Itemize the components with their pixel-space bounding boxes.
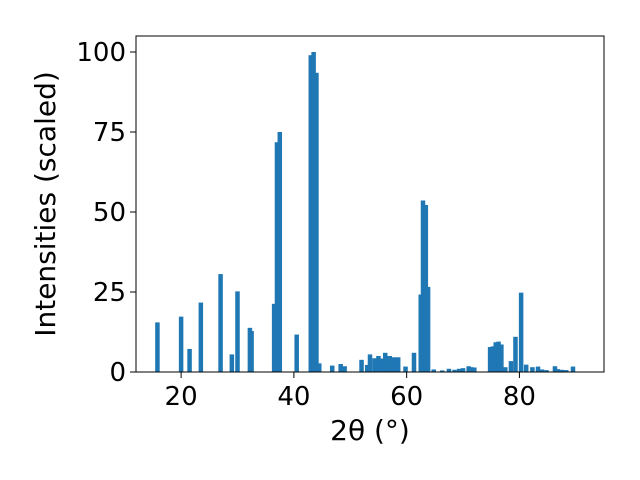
bar bbox=[496, 341, 501, 372]
bar bbox=[523, 364, 529, 372]
bar bbox=[372, 358, 377, 372]
bar bbox=[271, 303, 277, 372]
bar bbox=[499, 344, 504, 372]
bar bbox=[198, 302, 204, 372]
bar bbox=[155, 322, 160, 372]
bar bbox=[277, 132, 283, 372]
bar bbox=[493, 342, 498, 372]
bar bbox=[530, 367, 535, 372]
bar bbox=[425, 286, 431, 372]
bar bbox=[487, 347, 493, 372]
x-tick-label: 60 bbox=[390, 382, 423, 412]
bar bbox=[249, 331, 254, 372]
bar bbox=[513, 336, 518, 372]
bar bbox=[552, 366, 558, 372]
plot-frame bbox=[135, 35, 605, 373]
bar bbox=[431, 369, 436, 372]
bar bbox=[308, 55, 314, 372]
bars-group bbox=[155, 52, 576, 373]
y-axis-ticks: 0 25 50 75 100 bbox=[76, 38, 136, 388]
bar bbox=[329, 365, 335, 372]
bar bbox=[508, 361, 514, 372]
bar bbox=[178, 316, 184, 372]
bar bbox=[391, 357, 397, 372]
bar bbox=[342, 366, 347, 372]
y-tick-label: 75 bbox=[93, 118, 126, 148]
x-tick-label: 20 bbox=[165, 382, 198, 412]
bar bbox=[187, 348, 192, 372]
y-axis-label: Intensities (scaled) bbox=[29, 71, 62, 337]
bar bbox=[311, 52, 316, 372]
x-tick-label: 80 bbox=[503, 382, 536, 412]
bar bbox=[274, 142, 280, 372]
bar bbox=[456, 368, 462, 372]
bar bbox=[387, 356, 392, 372]
bar bbox=[518, 292, 524, 372]
bar bbox=[469, 367, 474, 372]
bar bbox=[452, 369, 457, 372]
bar bbox=[382, 352, 388, 372]
bar bbox=[364, 364, 370, 372]
bar bbox=[544, 370, 549, 372]
bar bbox=[420, 200, 426, 372]
bar bbox=[472, 367, 477, 372]
bar bbox=[395, 357, 401, 372]
x-axis-ticks: 20 40 60 80 bbox=[165, 372, 536, 412]
bar bbox=[555, 369, 561, 372]
bar bbox=[559, 369, 564, 372]
bar bbox=[411, 352, 417, 372]
bar bbox=[294, 334, 299, 372]
bar bbox=[490, 346, 496, 372]
bar bbox=[539, 369, 545, 372]
y-tick-label: 100 bbox=[76, 38, 126, 68]
bar bbox=[570, 366, 576, 372]
bar bbox=[446, 368, 452, 372]
bar bbox=[218, 274, 223, 372]
x-axis-label: 2θ (°) bbox=[330, 414, 410, 447]
bar bbox=[235, 291, 240, 372]
y-tick-label: 25 bbox=[93, 278, 126, 308]
bar bbox=[359, 359, 364, 372]
bar bbox=[367, 354, 373, 372]
bar bbox=[403, 366, 408, 372]
bar bbox=[379, 358, 384, 372]
bar bbox=[338, 364, 343, 372]
y-tick-label: 50 bbox=[93, 198, 126, 228]
y-tick-label: 0 bbox=[109, 358, 126, 388]
bar bbox=[466, 366, 471, 372]
bar bbox=[317, 363, 322, 372]
bar bbox=[418, 294, 423, 372]
bar bbox=[314, 72, 319, 373]
bar bbox=[229, 354, 235, 372]
x-tick-label: 40 bbox=[277, 382, 310, 412]
bar bbox=[535, 366, 541, 372]
bar bbox=[503, 367, 508, 372]
bar bbox=[376, 356, 381, 372]
bar bbox=[439, 370, 445, 372]
bar bbox=[563, 370, 569, 372]
bar bbox=[460, 368, 466, 372]
